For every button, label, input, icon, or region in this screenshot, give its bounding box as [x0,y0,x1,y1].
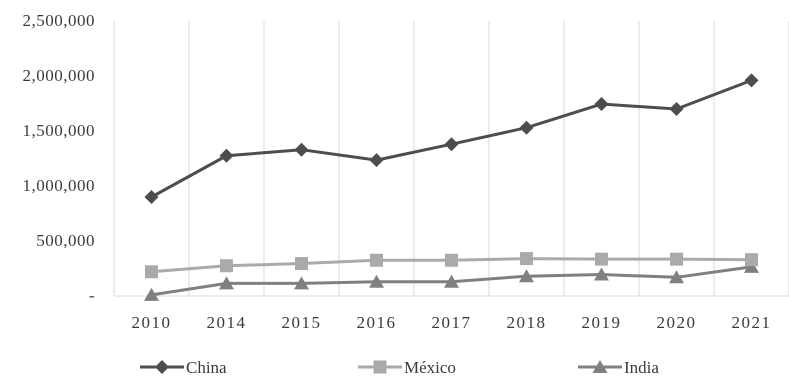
x-tick-label: 2021 [732,313,772,332]
x-tick-label: 2015 [282,313,322,332]
y-tick-label: 1,500,000 [23,121,96,140]
data-point [520,252,533,265]
legend-label: China [186,358,227,375]
legend-label: México [404,358,456,375]
data-point [670,253,683,266]
legend-item: India [578,358,659,375]
data-point [220,149,234,163]
series-group [144,73,759,301]
y-tick-label: 1,000,000 [23,176,96,195]
y-tick-label: - [89,286,95,305]
data-point [745,253,758,266]
series-china [145,73,759,204]
data-point [670,102,684,116]
x-tick-label: 2020 [657,313,697,332]
data-point [595,253,608,266]
legend-marker [374,361,387,374]
legend-item: China [140,358,227,375]
y-tick-label: 500,000 [36,231,95,250]
x-tick-label: 2019 [582,313,622,332]
data-point [370,153,384,167]
x-tick-label: 2014 [207,313,247,332]
legend-label: India [624,358,659,375]
y-tick-label: 2,500,000 [23,11,96,30]
y-tick-label: 2,000,000 [23,66,96,85]
data-point [745,73,759,87]
data-point [220,259,233,272]
data-point [370,254,383,267]
y-axis-ticks: - 500,000 1,000,000 1,500,000 2,000,000 2,500… [23,11,96,305]
series-mxico [145,252,758,278]
legend-marker [155,360,169,374]
data-point [445,254,458,267]
data-point [595,97,609,111]
data-point [295,257,308,270]
data-point [445,137,459,151]
data-point [520,121,534,135]
x-tick-label: 2018 [507,313,547,332]
x-tick-label: 2010 [132,313,172,332]
legend: China México India [140,358,659,375]
x-axis-ticks: 2010 2014 2015 2016 2017 2018 2019 2020 2021 [132,313,772,332]
x-tick-label: 2016 [357,313,397,332]
x-tick-label: 2017 [432,313,472,332]
legend-item: México [358,358,456,375]
data-point [145,265,158,278]
data-point [295,143,309,157]
data-point [145,190,159,204]
